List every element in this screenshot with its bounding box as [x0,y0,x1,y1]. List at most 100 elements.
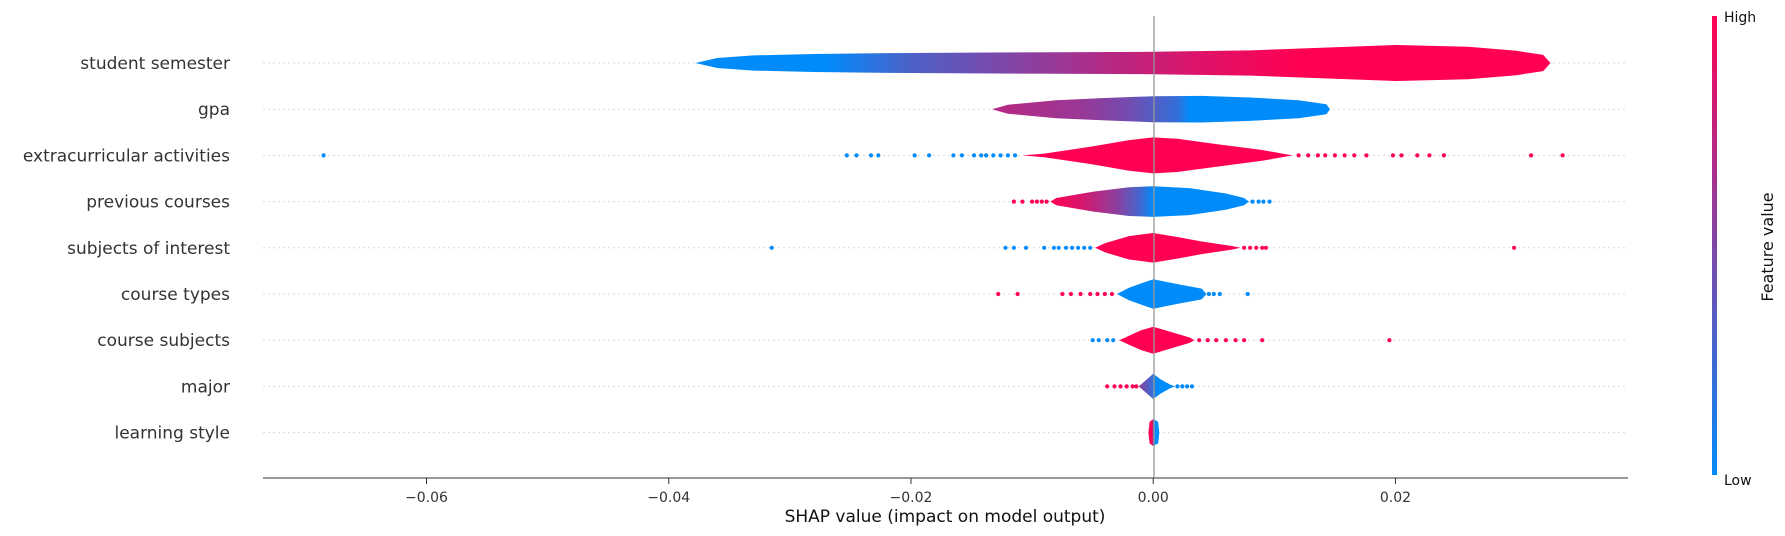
outlier-point-extracurricular-activities-5 [912,153,917,158]
outlier-point-course-subjects-6 [1214,338,1219,343]
outlier-point-course-types-11 [1217,291,1222,297]
outlier-point-subjects-of-interest-1 [1003,245,1008,250]
outlier-point-extracurricular-activities-30 [1560,153,1565,158]
outlier-point-subjects-of-interest-3 [1023,245,1029,250]
outlier-point-previous-courses-9 [1267,199,1272,204]
outlier-point-subjects-of-interest-10 [1082,245,1087,250]
outlier-point-previous-courses-1 [1020,199,1025,204]
outlier-point-course-subjects-7 [1223,338,1228,343]
feature-label-major: major [181,377,230,397]
outlier-point-major-9 [1189,384,1195,389]
outlier-point-major-6 [1175,384,1180,389]
outlier-point-subjects-of-interest-5 [1051,245,1056,250]
outlier-point-extracurricular-activities-2 [854,153,859,158]
outlier-point-course-subjects-8 [1233,338,1238,343]
feature-label-gpa: gpa [198,100,230,120]
outlier-point-extracurricular-activities-20 [1332,153,1337,158]
outlier-point-extracurricular-activities-22 [1352,153,1357,158]
outlier-point-course-types-0 [996,291,1001,297]
outlier-points [321,153,1565,389]
outlier-point-course-types-2 [1060,291,1065,297]
violin-subjects-of-interest [1095,233,1241,263]
outlier-point-course-types-3 [1068,291,1073,297]
outlier-point-course-types-1 [1015,291,1020,297]
colorbar-title: Feature value [1758,192,1777,301]
colorbar-gradient [1712,16,1717,475]
colorbar: High Low Feature value [1712,10,1777,489]
x-tick-label-0: −0.06 [405,490,448,506]
outlier-point-subjects-of-interest-2 [1011,245,1017,250]
outlier-point-major-2 [1118,384,1123,389]
outlier-point-course-types-8 [1109,291,1115,297]
x-tick-label-2: −0.02 [890,490,933,506]
outlier-point-extracurricular-activities-18 [1315,153,1320,158]
outlier-point-extracurricular-activities-7 [951,153,956,158]
outlier-point-subjects-of-interest-11 [1088,245,1093,250]
feature-label-extracurricular-activities: extracurricular activities [23,146,230,166]
outlier-point-extracurricular-activities-26 [1415,153,1420,158]
outlier-point-extracurricular-activities-24 [1390,153,1396,158]
feature-label-learning-style: learning style [114,424,230,444]
outlier-point-extracurricular-activities-23 [1364,153,1369,158]
outlier-point-course-types-6 [1095,291,1100,297]
outlier-point-extracurricular-activities-8 [959,153,965,158]
outlier-point-extracurricular-activities-21 [1342,153,1347,158]
outlier-point-extracurricular-activities-15 [1013,153,1018,158]
feature-label-course-subjects: course subjects [97,331,230,351]
violin-group [695,45,1551,447]
outlier-point-extracurricular-activities-16 [1296,153,1301,158]
colorbar-low-label: Low [1724,473,1752,489]
outlier-point-major-0 [1105,384,1110,389]
feature-label-previous-courses: previous courses [86,193,230,213]
outlier-point-extracurricular-activities-9 [971,153,977,158]
outlier-point-major-7 [1180,384,1185,389]
outlier-point-major-5 [1134,384,1139,389]
outlier-point-course-types-12 [1245,291,1250,297]
outlier-point-course-types-4 [1078,291,1083,297]
outlier-point-extracurricular-activities-11 [984,153,989,158]
outlier-point-extracurricular-activities-17 [1306,153,1311,158]
outlier-point-previous-courses-4 [1039,199,1044,204]
outlier-point-extracurricular-activities-25 [1399,153,1404,158]
outlier-point-course-subjects-1 [1096,338,1101,343]
outlier-point-previous-courses-8 [1261,199,1266,204]
outlier-point-extracurricular-activities-28 [1441,153,1446,158]
outlier-point-extracurricular-activities-12 [991,153,996,158]
x-axis-label: SHAP value (impact on model output) [785,507,1106,527]
outlier-point-extracurricular-activities-14 [1005,153,1011,158]
feature-label-subjects-of-interest: subjects of interest [67,239,230,259]
outlier-point-subjects-of-interest-15 [1260,245,1265,250]
outlier-point-extracurricular-activities-13 [998,153,1003,158]
outlier-point-subjects-of-interest-4 [1042,245,1047,250]
outlier-point-major-1 [1112,384,1117,389]
outlier-point-major-8 [1185,384,1190,389]
violin-previous-courses [1050,186,1249,217]
violin-course-subjects [1119,326,1195,354]
outlier-point-previous-courses-5 [1044,199,1049,204]
outlier-point-major-4 [1130,384,1135,389]
violin-extracurricular-activities [1022,137,1293,174]
x-tick-label-3: 0.00 [1138,490,1169,506]
outlier-point-course-types-5 [1088,291,1093,297]
outlier-point-course-subjects-5 [1205,338,1210,343]
outlier-point-extracurricular-activities-3 [868,153,874,158]
outlier-point-course-types-9 [1206,291,1211,297]
outlier-point-previous-courses-3 [1034,199,1039,204]
outlier-point-subjects-of-interest-17 [1512,245,1517,250]
outlier-point-subjects-of-interest-0 [769,245,774,250]
outlier-point-course-subjects-9 [1242,338,1247,343]
violin-major [1138,373,1175,399]
outlier-point-subjects-of-interest-16 [1263,245,1268,250]
violin-gpa [992,95,1330,123]
outlier-point-extracurricular-activities-29 [1529,153,1534,158]
outlier-point-extracurricular-activities-4 [876,153,881,158]
outlier-point-course-subjects-10 [1260,338,1265,343]
outlier-point-extracurricular-activities-0 [321,153,326,158]
outlier-point-course-types-7 [1102,291,1107,297]
violin-course-types [1116,279,1207,309]
x-tick-label-4: 0.02 [1380,490,1411,506]
outlier-point-subjects-of-interest-14 [1254,245,1259,250]
outlier-point-subjects-of-interest-6 [1056,245,1061,250]
outlier-point-previous-courses-7 [1256,199,1261,204]
outlier-point-extracurricular-activities-10 [979,153,984,158]
